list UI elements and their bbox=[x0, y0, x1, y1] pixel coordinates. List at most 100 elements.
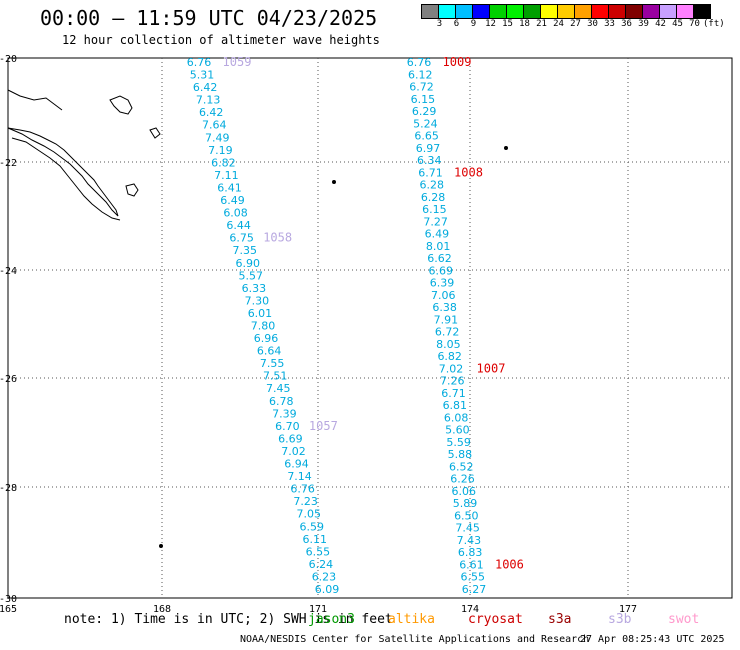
northern-reef bbox=[7, 89, 63, 111]
legend-label: 18 bbox=[519, 19, 530, 29]
wave-height-value: 6.64 bbox=[257, 345, 282, 358]
lon-tick-label: 171 bbox=[309, 604, 327, 615]
wave-height-value: 6.82 bbox=[211, 156, 236, 169]
color-legend: 3 6 9 12 15 18 21 24 27 30 33 36 39 42 45 70 (ft) bbox=[421, 4, 725, 29]
wave-height-value: 5.59 bbox=[446, 436, 471, 449]
wave-height-value: 6.69 bbox=[278, 432, 303, 445]
wave-height-value: 6.08 bbox=[444, 411, 469, 424]
wave-height-value: 7.30 bbox=[245, 294, 270, 307]
footer-credit: NOAA/NESDIS Center for Satellite Applica… bbox=[240, 634, 590, 645]
wave-height-value: 7.45 bbox=[455, 522, 480, 535]
wave-height-value: 6.23 bbox=[312, 570, 337, 583]
wave-height-value: 7.49 bbox=[205, 131, 230, 144]
wave-height-value: 7.35 bbox=[232, 244, 257, 257]
loyalty-islands bbox=[109, 95, 133, 115]
wave-height-value: 6.01 bbox=[248, 307, 273, 320]
wave-height-value: 7.19 bbox=[208, 144, 233, 157]
time-label: 1009 bbox=[443, 55, 472, 69]
wave-height-value: 6.62 bbox=[427, 252, 452, 265]
time-label: 1006 bbox=[495, 557, 524, 571]
lon-tick-label: 168 bbox=[153, 604, 171, 615]
wave-height-value: 6.12 bbox=[408, 68, 433, 81]
legend-swatch bbox=[693, 4, 711, 19]
wave-height-value: 6.55 bbox=[460, 571, 485, 584]
wave-height-value: 6.11 bbox=[303, 533, 328, 546]
wave-height-value: 6.78 bbox=[269, 395, 294, 408]
wave-height-value: 5.88 bbox=[448, 448, 473, 461]
isle-small-2 bbox=[149, 127, 161, 139]
color-legend-swatches bbox=[421, 4, 725, 19]
wave-height-value: 6.27 bbox=[462, 583, 487, 596]
wave-height-value: 7.55 bbox=[260, 357, 285, 370]
time-label: 1007 bbox=[477, 361, 506, 375]
time-label: 1057 bbox=[309, 419, 338, 433]
lon-tick-label: 177 bbox=[619, 604, 637, 615]
satellite-legend-item: s3a bbox=[548, 612, 572, 627]
legend-label: 24 bbox=[553, 19, 564, 29]
wave-height-value: 6.29 bbox=[412, 105, 437, 118]
footer-timestamp: 27 Apr 08:25:43 UTC 2025 bbox=[580, 634, 725, 645]
wave-height-value: 6.39 bbox=[430, 277, 455, 290]
lat-tick-label: -24 bbox=[0, 266, 17, 277]
legend-unit: (ft) bbox=[703, 19, 725, 29]
color-legend-labels: 3 6 9 12 15 18 21 24 27 30 33 36 39 42 45 70 (ft) bbox=[421, 19, 725, 29]
wave-height-value: 6.55 bbox=[306, 545, 331, 558]
satellite-legend-item: cryosat bbox=[468, 612, 523, 627]
wave-height-value: 5.57 bbox=[239, 269, 264, 282]
wave-height-value: 7.02 bbox=[439, 362, 464, 375]
wave-height-value: 7.11 bbox=[214, 169, 239, 182]
legend-label: 70 bbox=[689, 19, 700, 29]
wave-height-value: 7.80 bbox=[251, 320, 276, 333]
wave-height-value: 6.26 bbox=[450, 473, 475, 486]
wave-height-value: 6.41 bbox=[217, 181, 242, 194]
wave-height-value: 6.81 bbox=[443, 399, 468, 412]
satellite-tracks: 6.765.316.427.136.427.647.497.196.827.11… bbox=[187, 55, 524, 596]
wave-height-value: 6.75 bbox=[229, 232, 254, 245]
lon-tick-label: 174 bbox=[461, 604, 479, 615]
lat-tick-label: -28 bbox=[0, 483, 17, 494]
time-label: 1059 bbox=[223, 55, 252, 69]
islet-3 bbox=[159, 544, 163, 548]
grid-lines bbox=[7, 57, 733, 599]
wave-height-value: 6.15 bbox=[422, 203, 447, 216]
wave-height-value: 6.24 bbox=[309, 558, 334, 571]
wave-height-value: 6.61 bbox=[459, 558, 484, 571]
lon-tick-label: 165 bbox=[0, 604, 17, 615]
wave-height-value: 6.71 bbox=[418, 166, 443, 179]
satellite-legend-item: altika bbox=[388, 612, 435, 627]
wave-height-value: 6.28 bbox=[421, 191, 446, 204]
map-frame bbox=[7, 57, 733, 599]
wave-height-value: 7.43 bbox=[457, 534, 482, 547]
new-caledonia-coast bbox=[7, 127, 119, 217]
wave-height-value: 6.44 bbox=[226, 219, 251, 232]
legend-label: 12 bbox=[485, 19, 496, 29]
wave-height-value: 6.94 bbox=[284, 458, 309, 471]
wave-height-value: 7.13 bbox=[196, 94, 221, 107]
wave-height-value: 6.38 bbox=[432, 301, 457, 314]
wave-height-value: 7.23 bbox=[293, 495, 318, 508]
legend-label: 27 bbox=[570, 19, 581, 29]
satellite-legend-item: jason3 bbox=[308, 612, 355, 627]
legend-label: 15 bbox=[502, 19, 513, 29]
wave-height-value: 6.76 bbox=[187, 56, 212, 69]
legend-label: 6 bbox=[453, 19, 460, 29]
wave-height-value: 5.24 bbox=[413, 117, 438, 130]
wave-height-value: 6.08 bbox=[223, 207, 248, 220]
wave-height-value: 7.45 bbox=[266, 382, 291, 395]
wave-height-value: 7.26 bbox=[440, 375, 465, 388]
wave-height-value: 7.06 bbox=[431, 289, 456, 302]
wave-height-value: 6.28 bbox=[420, 179, 445, 192]
wave-height-value: 6.96 bbox=[254, 332, 279, 345]
wave-height-value: 6.72 bbox=[435, 326, 460, 339]
wave-height-value: 7.02 bbox=[281, 445, 306, 458]
legend-label: 45 bbox=[672, 19, 683, 29]
wave-height-value: 6.65 bbox=[414, 130, 439, 143]
wave-height-value: 7.14 bbox=[287, 470, 312, 483]
wave-height-value: 6.42 bbox=[199, 106, 224, 119]
wave-height-value: 6.83 bbox=[458, 546, 483, 559]
wave-height-value: 6.70 bbox=[275, 420, 300, 433]
wave-height-value: 8.01 bbox=[426, 240, 451, 253]
chart-subtitle: 12 hour collection of altimeter wave hei… bbox=[62, 33, 380, 47]
wave-height-value: 5.89 bbox=[453, 497, 478, 510]
